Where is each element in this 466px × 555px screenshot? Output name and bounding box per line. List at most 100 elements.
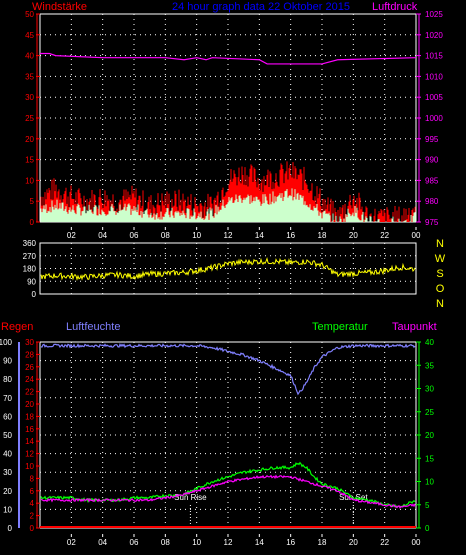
pressure-label: Luftdruck: [372, 1, 418, 13]
direction-tick-label: 90: [27, 277, 36, 286]
x-tick-label: 06: [130, 231, 139, 240]
compass-label: W: [435, 253, 446, 265]
pressure-tick-label: 975: [425, 218, 439, 227]
humidity-tick-label: 80: [3, 375, 12, 384]
rain-tick-label: 16: [25, 425, 34, 434]
sun-markers: Sun Rise Sun Set: [174, 493, 368, 528]
x-tick-label: 02: [67, 538, 76, 547]
rain-tick-label: 22: [25, 388, 34, 397]
temperature-label: Temperatur: [312, 321, 368, 333]
humidity-tick-label: 60: [3, 412, 12, 421]
pressure-tick-label: 1005: [425, 93, 443, 102]
rain-tick-label: 12: [25, 450, 34, 459]
x-tick-label: 22: [380, 231, 389, 240]
temperature-tick-label: 20: [425, 431, 434, 440]
x-tick-label: 04: [98, 231, 107, 240]
compass-label: O: [436, 283, 445, 295]
wind-tick-label: 10: [25, 176, 34, 185]
humidity-tick-label: 100: [0, 338, 13, 347]
direction-tick-label: 270: [23, 252, 37, 261]
wind-tick-label: 50: [25, 10, 34, 19]
pressure-tick-label: 1010: [425, 72, 443, 81]
wind-label: Windstärke: [32, 1, 87, 13]
pressure-tick-label: 1015: [425, 52, 443, 61]
rain-label: Regen: [1, 321, 33, 333]
rain-tick-label: 8: [30, 474, 35, 483]
direction-line: [40, 257, 416, 281]
x-tick-label: 00: [412, 538, 421, 547]
wind-tick-label: 35: [25, 72, 34, 81]
rain-tick-label: 0: [30, 524, 35, 533]
climate-series: [40, 342, 416, 528]
x-tick-label: 16: [286, 231, 295, 240]
temperature-tick-label: 10: [425, 478, 434, 487]
humidity-tick-label: 30: [3, 468, 12, 477]
wind-tick-label: 20: [25, 135, 34, 144]
temperature-tick-label: 25: [425, 408, 434, 417]
x-tick-label: 12: [224, 538, 233, 547]
rain-tick-label: 6: [30, 487, 35, 496]
direction-tick-label: 180: [23, 265, 37, 274]
x-tick-label: 08: [161, 231, 170, 240]
chart-title: 24 hour graph data 22 Oktober 2015: [172, 1, 350, 13]
x-tick-label: 06: [130, 538, 139, 547]
rain-tick-label: 24: [25, 375, 34, 384]
wind-tick-label: 5: [30, 197, 35, 206]
x-tick-label: 08: [161, 538, 170, 547]
x-tick-label: 22: [380, 538, 389, 547]
rain-tick-label: 2: [30, 512, 35, 521]
humidity-tick-label: 40: [3, 450, 12, 459]
pressure-tick-label: 985: [425, 176, 439, 185]
humidity-line: [40, 342, 416, 396]
direction-series: [40, 257, 416, 281]
x-tick-label: 02: [67, 231, 76, 240]
wind-panel-axes: 0510152025303540455097598098599099510001…: [25, 10, 443, 240]
humidity-tick-label: 70: [3, 394, 12, 403]
x-tick-label: 20: [349, 231, 358, 240]
x-tick-label: 16: [286, 538, 295, 547]
pressure-series: [40, 52, 417, 65]
wind-tick-label: 40: [25, 52, 34, 61]
pressure-line: [40, 52, 417, 65]
pressure-tick-label: 980: [425, 197, 439, 206]
rain-tick-label: 30: [25, 338, 34, 347]
humidity-tick-label: 50: [3, 431, 12, 440]
wind-bars: [40, 161, 416, 222]
wind-tick-label: 15: [25, 156, 34, 165]
x-tick-label: 00: [412, 231, 421, 240]
wind-tick-label: 25: [25, 114, 34, 123]
temperature-tick-label: 15: [425, 454, 434, 463]
direction-tick-label: 360: [23, 239, 37, 248]
wind-tick-label: 30: [25, 93, 34, 102]
temperature-tick-label: 30: [425, 385, 434, 394]
compass-label: S: [436, 268, 443, 280]
compass-label: N: [436, 238, 444, 250]
direction-panel-grid: [40, 243, 417, 294]
rain-tick-label: 20: [25, 400, 34, 409]
climate-panel-axes: 0102030405060708090100024681012141618202…: [0, 338, 434, 547]
humidity-tick-label: 10: [3, 505, 12, 514]
rain-tick-label: 10: [25, 462, 34, 471]
compass-label: N: [436, 298, 444, 310]
x-tick-label: 18: [318, 231, 327, 240]
direction-tick-label: 0: [32, 290, 37, 299]
x-tick-label: 10: [192, 538, 201, 547]
pressure-tick-label: 995: [425, 135, 439, 144]
x-tick-label: 14: [255, 231, 264, 240]
temperature-tick-label: 35: [425, 361, 434, 370]
temperature-tick-label: 0: [425, 524, 430, 533]
sunrise-label: Sun Rise: [174, 493, 207, 502]
wind-tick-label: 0: [30, 218, 35, 227]
rain-tick-label: 4: [30, 499, 35, 508]
humidity-label: Luftfeuchte: [66, 321, 120, 333]
x-tick-label: 12: [224, 231, 233, 240]
pressure-tick-label: 1020: [425, 31, 443, 40]
humidity-tick-label: 0: [8, 524, 13, 533]
humidity-tick-label: 90: [3, 357, 12, 366]
pressure-tick-label: 1025: [425, 10, 443, 19]
x-tick-label: 18: [318, 538, 327, 547]
rain-tick-label: 28: [25, 350, 34, 359]
rain-tick-label: 14: [25, 437, 34, 446]
rain-tick-label: 18: [25, 412, 34, 421]
